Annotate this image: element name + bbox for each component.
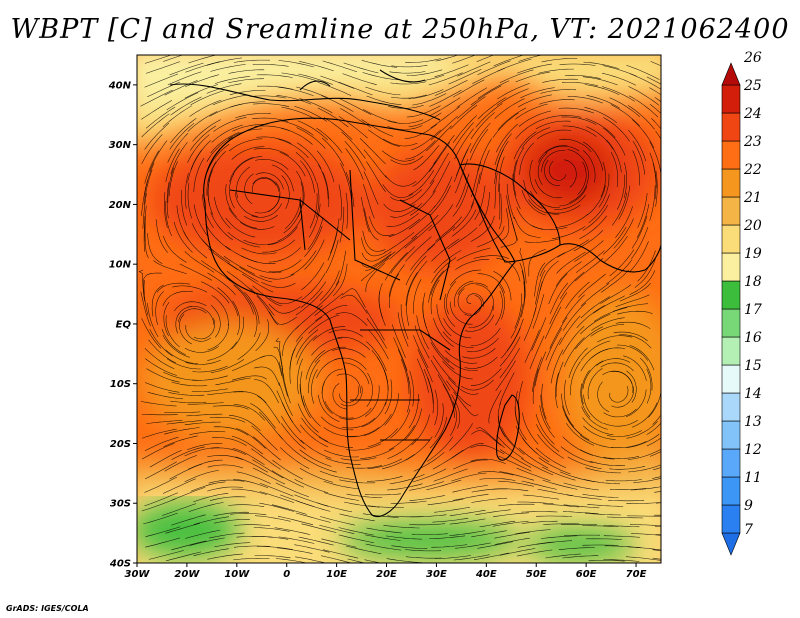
colorbar-label: 23 [743, 134, 762, 150]
colorbar-label: 18 [744, 274, 762, 290]
x-tick-label: 20W [174, 569, 200, 580]
plot-frame [136, 54, 662, 564]
colorbar-label: 11 [744, 470, 762, 486]
colorbar-label: 25 [743, 78, 762, 94]
x-tick-label: 20E [376, 569, 397, 580]
y-tick-label: 30S [110, 499, 131, 510]
colorbar-label: 13 [744, 414, 762, 430]
colorbar-label: 24 [743, 106, 762, 122]
y-tick-label: 30N [109, 140, 132, 151]
colorbar-swatch [721, 252, 741, 282]
colorbar-label: 21 [743, 190, 762, 206]
streamlines [138, 55, 661, 563]
wbpt-shading [137, 55, 661, 563]
colorbar-swatch [721, 62, 741, 86]
x-tick-label: 70E [626, 569, 647, 580]
colorbar-label: 26 [743, 50, 762, 66]
x-tick-label: 40E [475, 569, 497, 580]
colorbar-swatch [721, 448, 741, 478]
y-tick-label: 40N [108, 80, 132, 91]
coastlines [169, 69, 661, 518]
colorbar-swatch [721, 140, 741, 170]
x-tick-label: 10E [326, 569, 347, 580]
colorbar-label: 12 [744, 442, 762, 458]
x-tick-label: 10W [224, 569, 250, 580]
colorbar-label: 14 [744, 386, 762, 402]
colorbar-swatch [721, 420, 741, 450]
colorbar-swatch [721, 532, 741, 556]
x-tick-label: 60E [576, 569, 597, 580]
colorbar-swatch [721, 168, 741, 198]
colorbar-label: 9 [744, 498, 753, 514]
colorbar-label: 17 [744, 302, 762, 318]
colorbar-swatch [721, 224, 741, 254]
y-tick-label: 20S [110, 439, 131, 450]
colorbar-label: 22 [743, 162, 762, 178]
y-axis: 40S 30S 20S 10S EQ 10N 20N 30N 40N [108, 80, 137, 570]
x-tick-label: 30E [426, 569, 447, 580]
colorbar-swatch [721, 476, 741, 506]
y-tick-label: 20N [109, 200, 132, 211]
grads-credit: GrADS: IGES/COLA [6, 604, 89, 613]
x-tick-label: 30W [125, 569, 151, 580]
colorbar-swatch [721, 364, 741, 394]
x-axis: 30W 20W 10W 0 10E 20E 30E 40E 50E 60E 70E [125, 563, 647, 580]
colorbar-swatch [721, 112, 741, 142]
colorbar-swatch [721, 196, 741, 226]
x-tick-label: 50E [526, 569, 547, 580]
y-tick-label: 40S [109, 559, 131, 570]
colorbar-swatch [721, 84, 741, 114]
y-tick-label: 10S [110, 379, 131, 390]
colorbar-label: 19 [744, 246, 762, 262]
colorbar-swatch [721, 280, 741, 310]
colorbar-label: 16 [744, 330, 762, 346]
y-tick-label: EQ [116, 319, 132, 330]
colorbar-label: 20 [743, 218, 762, 234]
map-title: WBPT [C] and Sreamline at 250hPa, VT: 20… [10, 14, 790, 45]
colorbar-swatch [721, 392, 741, 422]
colorbar: 7 9 11 12 13 14 15 16 17 18 19 20 21 22 23 24 25 26 [721, 50, 762, 556]
colorbar-swatch [721, 504, 741, 534]
x-tick-label: 0 [283, 569, 290, 580]
colorbar-swatch [721, 308, 741, 338]
colorbar-label: 15 [744, 358, 762, 374]
y-tick-label: 10N [109, 260, 132, 271]
colorbar-label: 7 [744, 522, 753, 538]
colorbar-swatch [721, 336, 741, 366]
